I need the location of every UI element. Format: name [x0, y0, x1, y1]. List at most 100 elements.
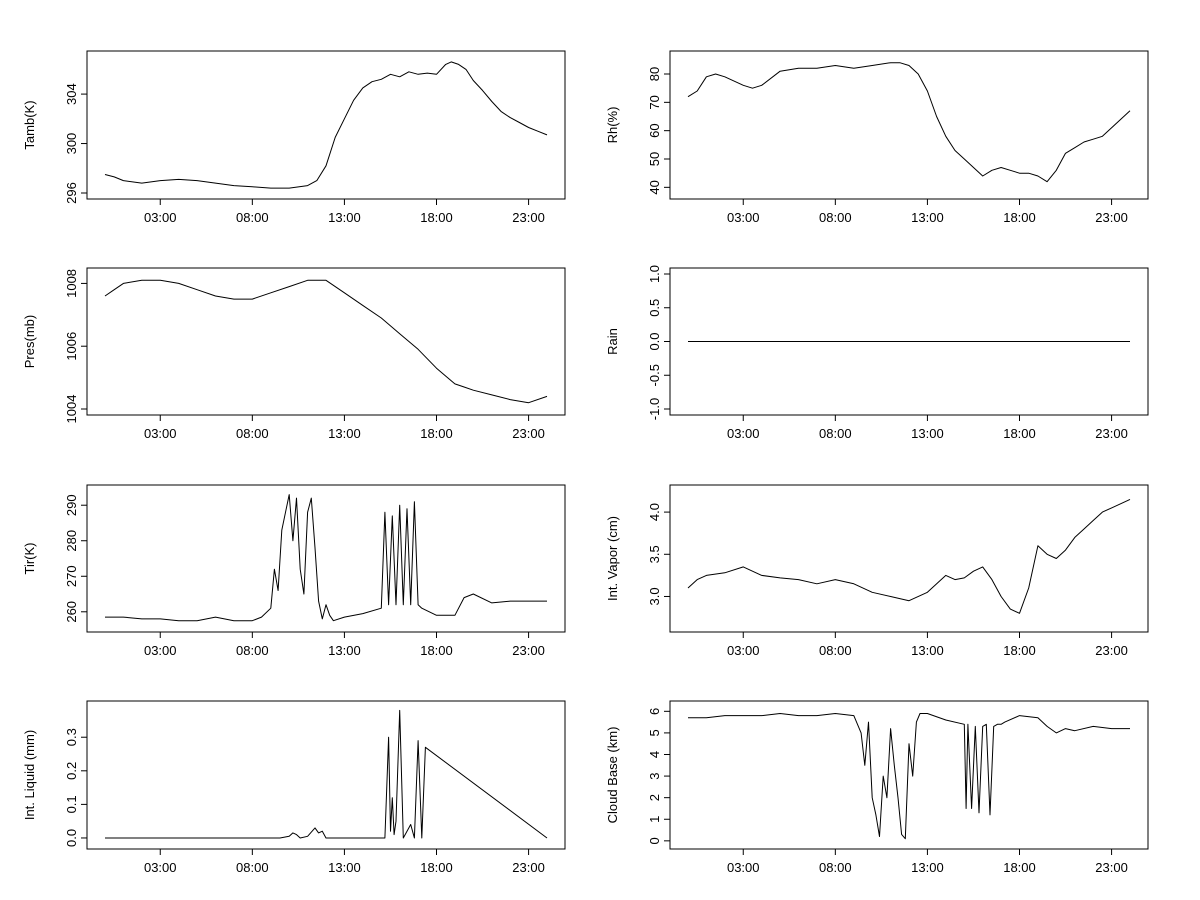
- y-tick-label: 1008: [64, 269, 79, 298]
- plot-frame: [669, 484, 1149, 633]
- panel-3: 03:00 08:00 13:00 18:00 23:00 1004 1006 1008 Pre…: [22, 267, 566, 441]
- panel-5: 03:00 08:00 13:00 18:00 23:00 260 270 280 290 Tir…: [22, 484, 566, 658]
- x-tick-label: 13:00: [911, 426, 944, 441]
- x-tick-label: 18:00: [1003, 860, 1036, 875]
- x-tick-label: 23:00: [1095, 860, 1128, 875]
- x-tick-label: 08:00: [236, 860, 269, 875]
- x-tick-label: 23:00: [1095, 426, 1128, 441]
- y-tick-label: 3.5: [647, 545, 662, 563]
- y-tick-label: 4: [647, 751, 662, 758]
- plot-frame: [669, 700, 1149, 850]
- y-tick-label: 4.0: [647, 503, 662, 521]
- y-tick-label: 0.1: [64, 795, 79, 813]
- x-tick-label: 18:00: [420, 860, 453, 875]
- y-tick-label: 0.2: [64, 762, 79, 780]
- series-line: [687, 498, 1131, 614]
- x-tick-label: 18:00: [1003, 210, 1036, 225]
- y-tick-label: 70: [647, 95, 662, 109]
- y-tick-label: 296: [64, 182, 79, 204]
- x-tick-label: 18:00: [1003, 426, 1036, 441]
- x-tick-label: 13:00: [911, 643, 944, 658]
- x-tick-label: 03:00: [727, 643, 760, 658]
- x-tick-label: 03:00: [727, 210, 760, 225]
- y-tick-label: 3.0: [647, 587, 662, 605]
- plot-frame: [669, 50, 1149, 200]
- x-tick-label: 03:00: [144, 426, 177, 441]
- panel-4: 03:00 08:00 13:00 18:00 23:00 -1.0 -0.5 0.0 0.5 1…: [605, 265, 1149, 441]
- series-line: [104, 279, 548, 404]
- y-tick-label: 6: [647, 708, 662, 715]
- x-tick-label: 18:00: [1003, 643, 1036, 658]
- y-axis-label: Cloud Base (km): [605, 727, 620, 824]
- y-tick-label: 300: [64, 133, 79, 155]
- x-tick-label: 08:00: [236, 210, 269, 225]
- plot-frame: [86, 50, 566, 200]
- x-tick-label: 08:00: [819, 426, 852, 441]
- x-tick-label: 13:00: [911, 210, 944, 225]
- x-tick-label: 03:00: [727, 860, 760, 875]
- y-tick-label: 290: [64, 494, 79, 516]
- y-tick-label: 304: [64, 83, 79, 105]
- y-tick-label: 0.0: [64, 829, 79, 847]
- panel-2: 03:00 08:00 13:00 18:00 23:00 40 50 60 70 80 Rh(%): [605, 50, 1149, 225]
- y-tick-label: 40: [647, 180, 662, 194]
- x-tick-label: 08:00: [236, 643, 269, 658]
- y-axis-label: Tir(K): [22, 542, 37, 574]
- x-tick-label: 23:00: [512, 860, 545, 875]
- series-line: [687, 62, 1131, 183]
- y-tick-label: 3: [647, 772, 662, 779]
- x-tick-label: 08:00: [819, 210, 852, 225]
- x-tick-label: 18:00: [420, 426, 453, 441]
- y-tick-label: 260: [64, 601, 79, 623]
- x-tick-label: 13:00: [328, 426, 361, 441]
- panel-6: 03:00 08:00 13:00 18:00 23:00 3.0 3.5 4.0 Int. V…: [605, 484, 1149, 658]
- plot-frame: [86, 267, 566, 416]
- x-tick-label: 13:00: [328, 210, 361, 225]
- y-tick-label: 1.0: [647, 265, 662, 283]
- x-tick-label: 13:00: [911, 860, 944, 875]
- y-tick-label: 1004: [64, 395, 79, 424]
- x-tick-label: 13:00: [328, 643, 361, 658]
- y-axis-label: Tamb(K): [22, 100, 37, 149]
- series-line: [105, 709, 548, 839]
- y-tick-label: -1.0: [647, 398, 662, 420]
- x-tick-label: 03:00: [144, 643, 177, 658]
- y-tick-label: 270: [64, 565, 79, 587]
- y-tick-label: 2: [647, 794, 662, 801]
- x-tick-label: 08:00: [819, 643, 852, 658]
- x-tick-label: 03:00: [144, 860, 177, 875]
- series-line: [104, 61, 548, 189]
- y-tick-label: 0.5: [647, 299, 662, 317]
- x-tick-label: 23:00: [512, 643, 545, 658]
- y-axis-label: Rh(%): [605, 107, 620, 144]
- panel-1: 03:00 08:00 13:00 18:00 23:00 296 300 304 Tamb(K…: [22, 50, 566, 225]
- y-tick-label: 1: [647, 816, 662, 823]
- series-line: [688, 713, 1130, 840]
- x-tick-label: 08:00: [819, 860, 852, 875]
- x-tick-label: 23:00: [1095, 210, 1128, 225]
- y-tick-label: 50: [647, 152, 662, 166]
- y-tick-label: 0: [647, 837, 662, 844]
- y-tick-label: 0.0: [647, 332, 662, 350]
- y-tick-label: 1006: [64, 332, 79, 361]
- series-line: [105, 494, 547, 622]
- y-tick-label: 80: [647, 67, 662, 81]
- y-axis-label: Pres(mb): [22, 315, 37, 368]
- y-axis-label: Int. Liquid (mm): [22, 730, 37, 820]
- x-tick-label: 13:00: [328, 860, 361, 875]
- y-tick-label: -0.5: [647, 364, 662, 386]
- x-tick-label: 18:00: [420, 643, 453, 658]
- y-axis-label: Rain: [605, 328, 620, 355]
- panel-8: 03:00 08:00 13:00 18:00 23:00 0 1 2 3 4 5 6 Cloud Ba…: [605, 700, 1149, 875]
- x-tick-label: 23:00: [512, 210, 545, 225]
- x-tick-label: 23:00: [512, 426, 545, 441]
- x-tick-label: 23:00: [1095, 643, 1128, 658]
- x-tick-label: 08:00: [236, 426, 269, 441]
- x-tick-label: 18:00: [420, 210, 453, 225]
- x-tick-label: 03:00: [144, 210, 177, 225]
- panel-7: 03:00 08:00 13:00 18:00 23:00 0.0 0.1 0.2 0.3 Int…: [22, 700, 566, 875]
- y-tick-label: 280: [64, 530, 79, 552]
- y-tick-label: 0.3: [64, 728, 79, 746]
- plot-frame: [86, 700, 566, 850]
